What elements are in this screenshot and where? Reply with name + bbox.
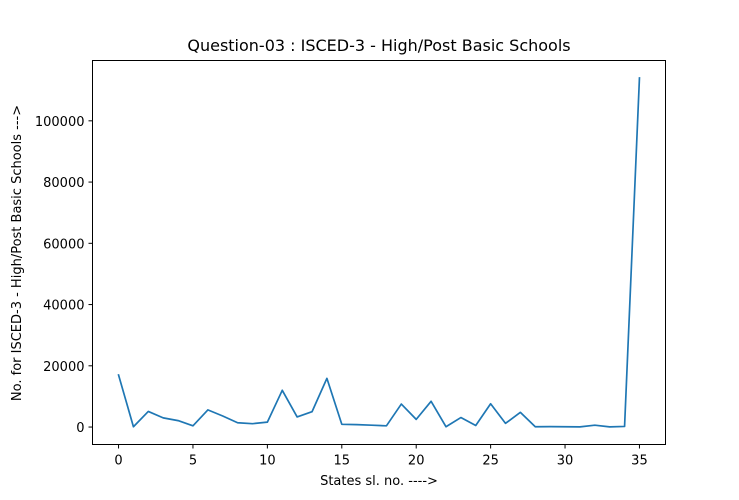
y-tick-label: 40000 — [43, 299, 84, 314]
x-axis: 0 5 10 15 20 25 30 35 — [114, 444, 648, 469]
axes-frame — [92, 60, 666, 445]
x-tick-label: 5 — [189, 454, 197, 469]
x-tick-label: 35 — [631, 454, 648, 469]
x-tick-label: 25 — [482, 454, 499, 469]
plot-area — [117, 77, 641, 428]
x-tick-label: 20 — [408, 454, 425, 469]
x-tick-label: 10 — [259, 454, 276, 469]
x-tick-label: 0 — [114, 454, 122, 469]
y-tick-label: 100000 — [35, 115, 85, 130]
x-tick-label: 30 — [557, 454, 574, 469]
series-line-0 — [117, 77, 641, 428]
x-axis-label: States sl. no. ----> — [320, 474, 438, 489]
y-tick-label: 20000 — [43, 360, 84, 375]
chart-title: Question-03 : ISCED-3 - High/Post Basic … — [187, 36, 570, 55]
x-tick-label: 15 — [334, 454, 351, 469]
y-tick-label: 60000 — [43, 237, 84, 252]
y-tick-label: 80000 — [43, 176, 84, 191]
y-axis-label: No. for ISCED-3 - High/Post Basic School… — [10, 105, 25, 401]
y-axis: 0 20000 40000 60000 80000 100000 — [35, 115, 93, 436]
y-tick-label: 0 — [76, 421, 84, 436]
